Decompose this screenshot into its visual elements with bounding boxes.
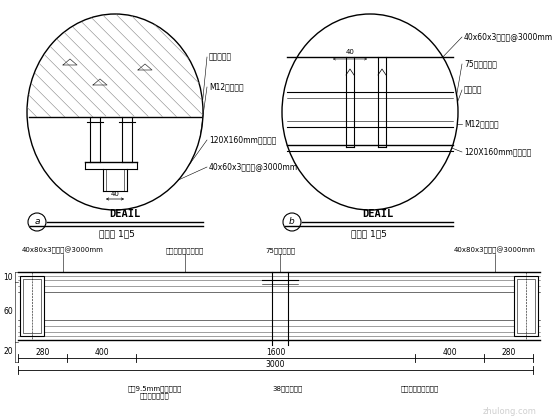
Text: 40x80x3方鎂管@3000mm: 40x80x3方鎂管@3000mm	[22, 247, 104, 254]
Text: 60: 60	[3, 307, 13, 317]
Text: 400: 400	[442, 348, 457, 357]
Bar	[20, 276, 44, 336]
Text: 40: 40	[110, 191, 119, 197]
Text: 40x80x3方鎂管@3000mm: 40x80x3方鎂管@3000mm	[454, 247, 536, 254]
Text: 层高内填充吸音岩棣: 层高内填充吸音岩棣	[166, 247, 204, 254]
Text: M12膏胀联栓: M12膏胀联栓	[209, 82, 244, 92]
Text: 双卨9.5mm纸面石膏板
白色乳胶漆饭面: 双卨9.5mm纸面石膏板 白色乳胶漆饭面	[128, 385, 182, 399]
Text: 120X160mm镇锌鎂板: 120X160mm镇锌鎂板	[464, 147, 531, 157]
Text: 20: 20	[3, 347, 13, 357]
Text: 1600: 1600	[266, 348, 285, 357]
Text: 建筑楼板厕: 建筑楼板厕	[209, 52, 232, 61]
Bar	[23, 279, 41, 333]
Text: 大样图 1：5: 大样图 1：5	[351, 229, 387, 239]
Text: 40: 40	[346, 49, 354, 55]
Text: b: b	[289, 218, 295, 226]
Text: 10: 10	[3, 273, 13, 281]
Text: a: a	[34, 218, 40, 226]
Text: 层高内填充吸音岩棣: 层高内填充吸音岩棣	[401, 385, 439, 391]
Text: 120X160mm镇锌鎂板: 120X160mm镇锌鎂板	[209, 136, 277, 144]
Bar	[514, 276, 538, 336]
Text: 280: 280	[502, 348, 516, 357]
Text: M12膏胀联栓: M12膏胀联栓	[464, 120, 498, 129]
Text: 沿地龙骨: 沿地龙骨	[464, 86, 483, 94]
Bar	[517, 279, 535, 333]
Text: 38孔岩穿龙骨: 38孔岩穿龙骨	[273, 385, 303, 391]
Text: DEAIL: DEAIL	[109, 209, 141, 219]
Text: DEAIL: DEAIL	[362, 209, 393, 219]
Text: zhulong.com: zhulong.com	[483, 407, 537, 417]
Text: 75型轻鎂龙骨: 75型轻鎂龙骨	[265, 247, 295, 254]
Text: 40x60x3方鎂管@3000mm: 40x60x3方鎂管@3000mm	[209, 163, 298, 171]
Text: 280: 280	[35, 348, 49, 357]
Text: 400: 400	[94, 348, 109, 357]
Text: 3000: 3000	[266, 360, 285, 369]
Text: 40x60x3方鎂管@3000mm: 40x60x3方鎂管@3000mm	[464, 32, 553, 42]
Text: 75型隔墙龙骨: 75型隔墙龙骨	[464, 60, 497, 68]
Text: 大样图 1：5: 大样图 1：5	[99, 229, 134, 239]
